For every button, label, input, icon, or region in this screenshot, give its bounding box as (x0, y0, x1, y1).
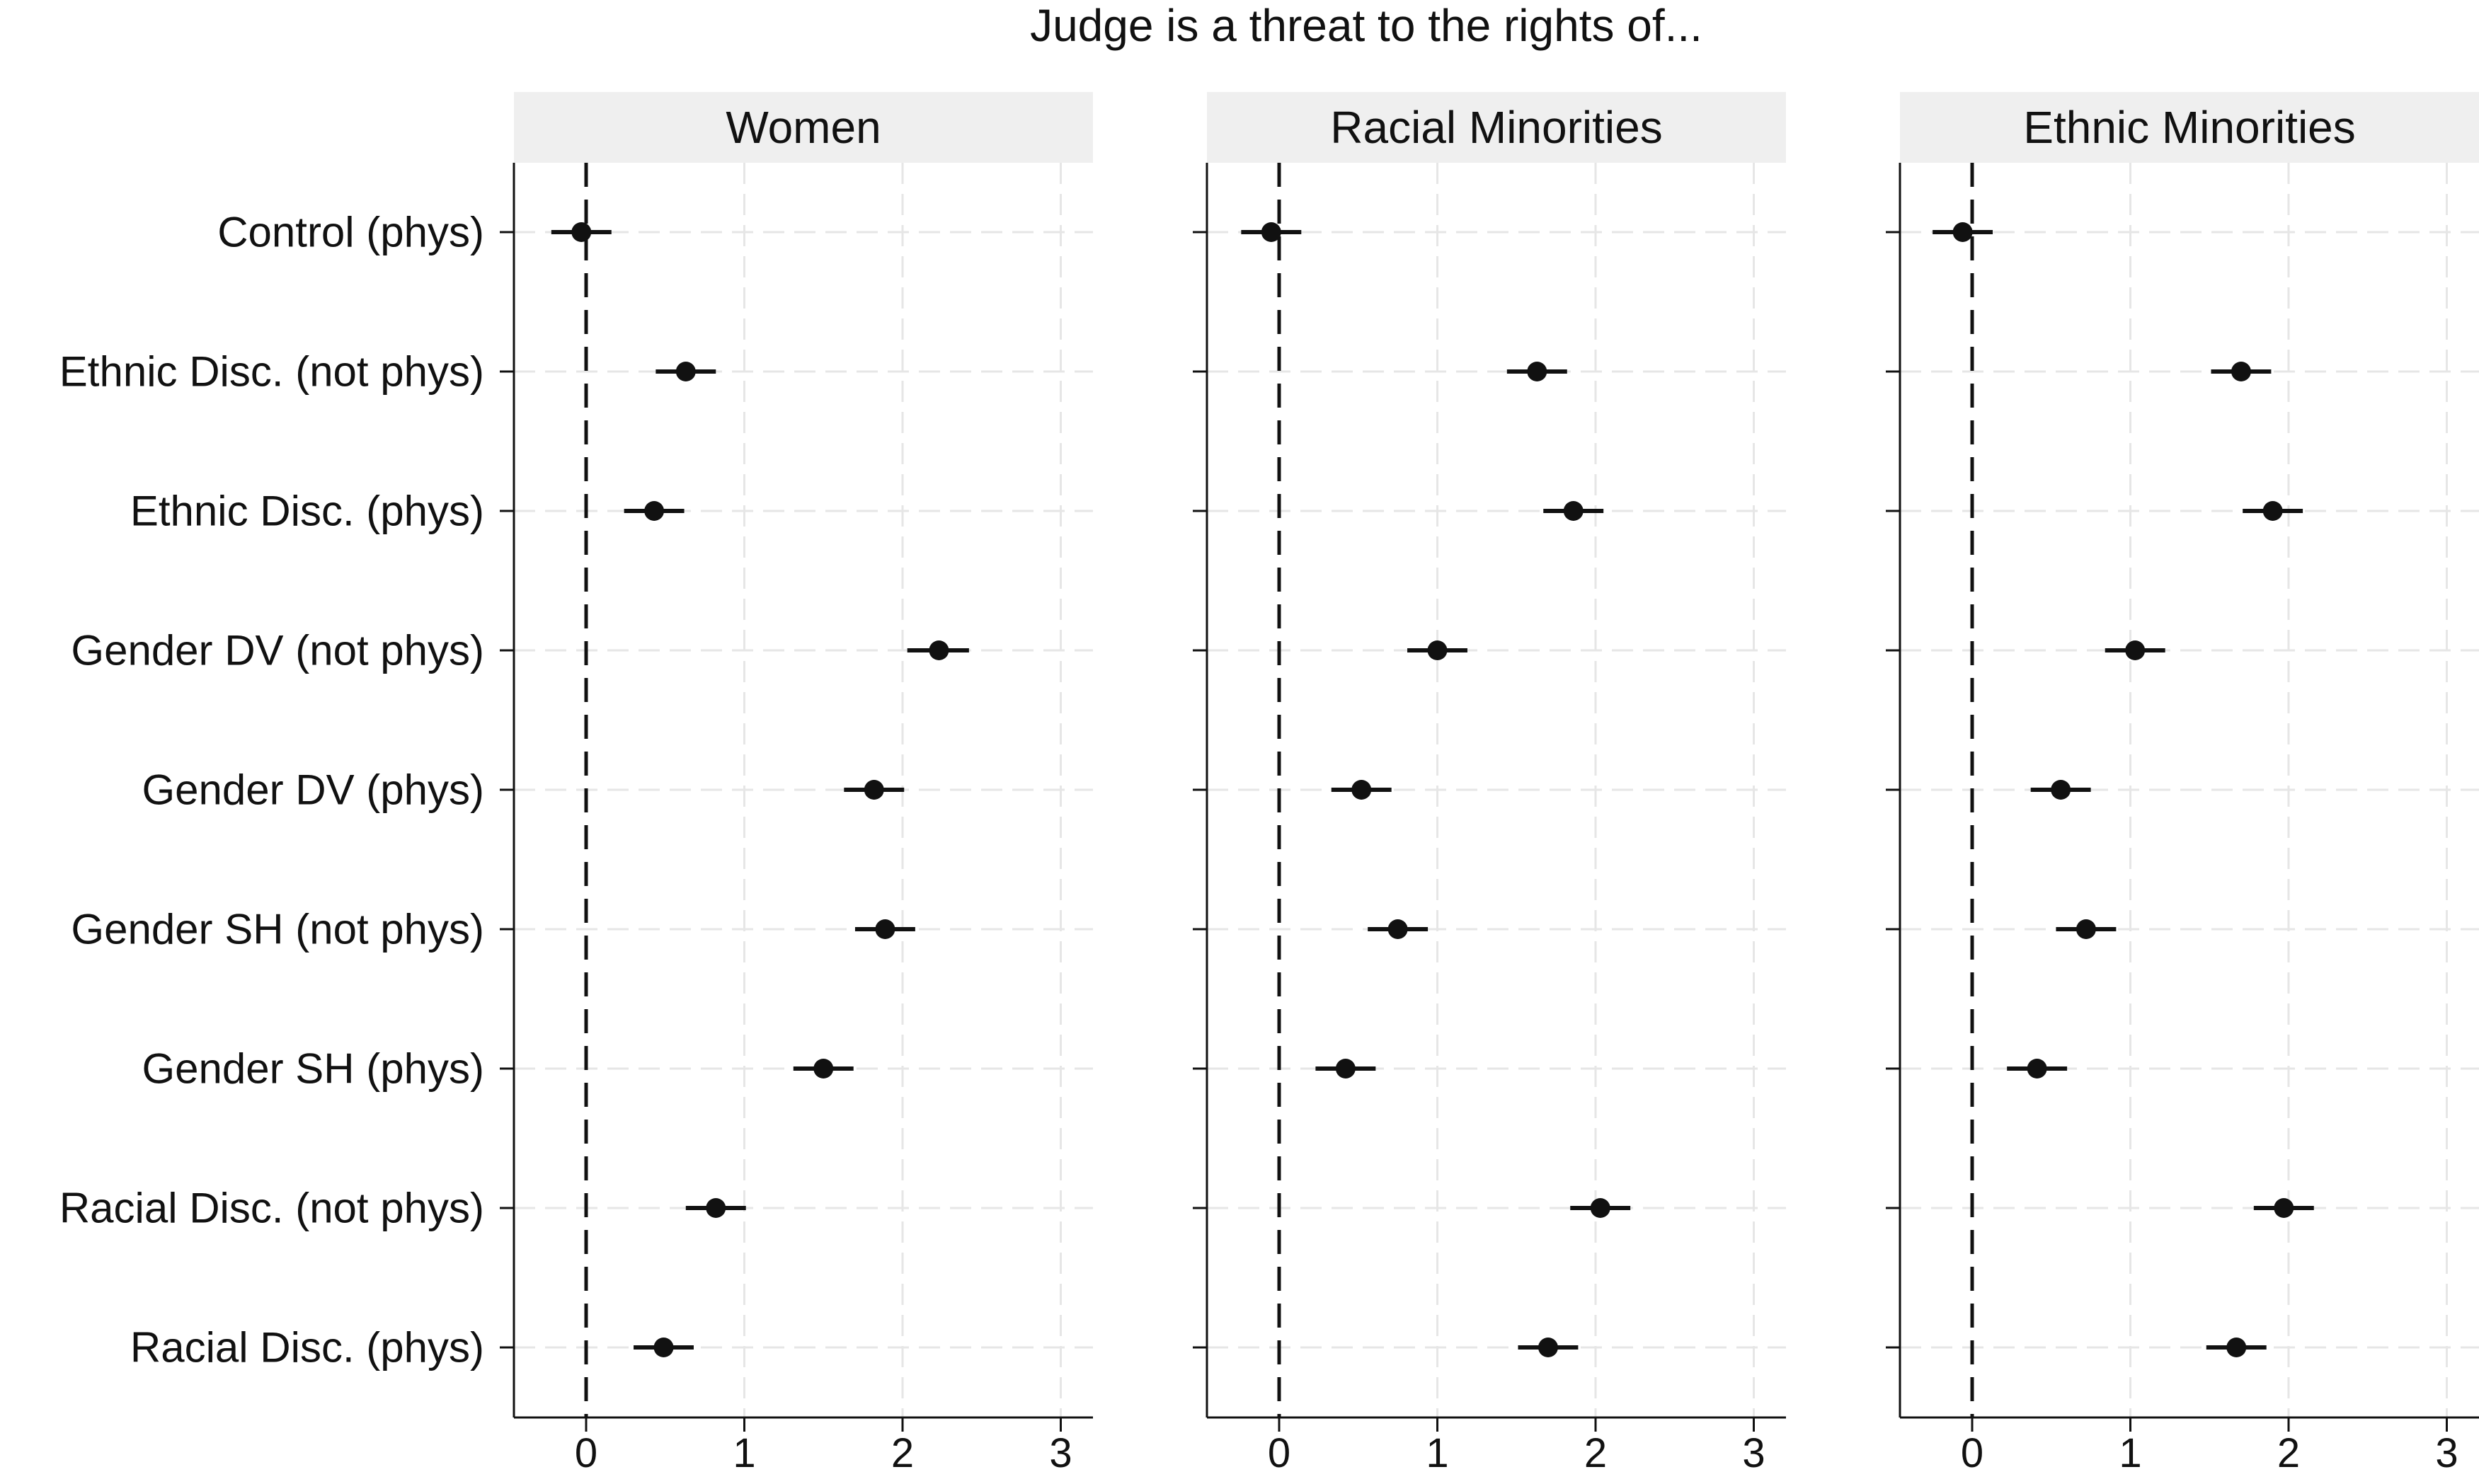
panel-strip (1900, 92, 2479, 163)
x-tick-label: 3 (1742, 1430, 1765, 1476)
x-tick-label: 3 (2435, 1430, 2458, 1476)
point-estimate-gender-dv-phys (1351, 780, 1372, 800)
panel-racial-minorities: Racial Minorities 0 1 2 3 (1193, 92, 1786, 1476)
point-estimate-gender-dv-not-phys (929, 640, 949, 660)
category-labels: Control (phys) Ethnic Disc. (not phys) Eth… (59, 209, 484, 1371)
point-estimate-gender-dv-not-phys (1427, 640, 1448, 660)
panel-title: Ethnic Minorities (2023, 102, 2356, 153)
point-estimate-ethnic-disc-phys (2262, 501, 2283, 521)
point-estimate-racial-disc-not-phys (2274, 1198, 2294, 1218)
point-estimate-racial-disc-phys (2226, 1338, 2247, 1357)
category-label-racial-disc-phys: Racial Disc. (phys) (130, 1324, 484, 1371)
x-tick-label: 0 (1268, 1430, 1290, 1476)
point-estimate-gender-sh-phys (2027, 1059, 2047, 1079)
point-estimate-control-phys (571, 222, 592, 242)
point-estimate-gender-sh-not-phys (2076, 919, 2096, 939)
point-estimate-gender-sh-not-phys (875, 919, 895, 939)
point-estimate-gender-sh-phys (813, 1059, 834, 1079)
category-label-gender-dv-phys: Gender DV (phys) (142, 766, 484, 814)
category-label-gender-sh-phys: Gender SH (phys) (142, 1045, 484, 1093)
point-estimate-gender-sh-not-phys (1387, 919, 1408, 939)
panel-strip (514, 92, 1093, 163)
panel-ethnic-minorities: Ethnic Minorities 0 1 2 3 (1886, 92, 2479, 1476)
x-tick-label: 2 (1584, 1430, 1607, 1476)
point-estimate-ethnic-disc-not-phys (675, 362, 696, 381)
point-estimate-gender-sh-phys (1335, 1059, 1356, 1079)
point-estimate-racial-disc-phys (1538, 1338, 1558, 1357)
x-tick-label: 0 (1961, 1430, 1983, 1476)
x-tick-label: 2 (891, 1430, 914, 1476)
point-estimate-ethnic-disc-not-phys (2231, 362, 2251, 381)
point-estimate-gender-dv-not-phys (2125, 640, 2146, 660)
point-estimate-ethnic-disc-phys (644, 501, 665, 521)
category-label-ethnic-disc-phys: Ethnic Disc. (phys) (130, 488, 484, 535)
x-tick-label: 0 (575, 1430, 597, 1476)
panel-title: Racial Minorities (1330, 102, 1662, 153)
category-label-racial-disc-not-phys: Racial Disc. (not phys) (59, 1185, 484, 1232)
point-estimate-control-phys (1952, 222, 1973, 242)
x-tick-label: 1 (2119, 1430, 2141, 1476)
panel-title: Women (726, 102, 881, 153)
point-estimate-racial-disc-not-phys (1590, 1198, 1610, 1218)
category-label-gender-dv-not-phys: Gender DV (not phys) (71, 627, 484, 674)
panel-women: Women 0 1 2 3 (500, 92, 1093, 1476)
point-estimate-gender-dv-phys (864, 780, 884, 800)
point-estimate-racial-disc-not-phys (706, 1198, 726, 1218)
category-label-gender-sh-not-phys: Gender SH (not phys) (71, 906, 484, 953)
point-estimate-ethnic-disc-phys (1563, 501, 1584, 521)
category-label-ethnic-disc-not-phys: Ethnic Disc. (not phys) (59, 348, 484, 396)
x-tick-label: 1 (733, 1430, 755, 1476)
point-estimate-gender-dv-phys (2051, 780, 2071, 800)
chart-title: Judge is a threat to the rights of... (1030, 0, 1702, 51)
point-estimate-racial-disc-phys (653, 1338, 674, 1357)
panel-strip (1207, 92, 1786, 163)
x-tick-label: 2 (2277, 1430, 2300, 1476)
point-estimate-control-phys (1261, 222, 1281, 242)
x-tick-label: 1 (1426, 1430, 1448, 1476)
x-tick-label: 3 (1049, 1430, 1072, 1476)
point-estimate-ethnic-disc-not-phys (1527, 362, 1547, 381)
category-label-control-phys: Control (phys) (217, 209, 484, 256)
